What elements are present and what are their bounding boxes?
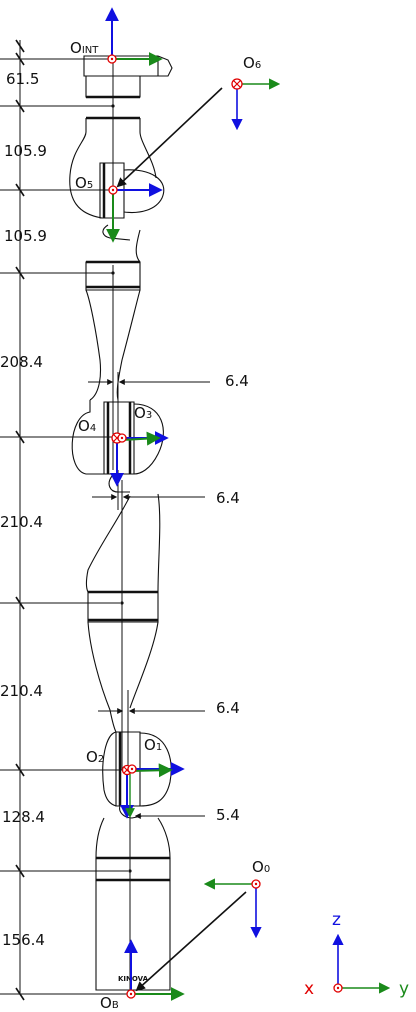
dim-105-9-b: 105.9 (4, 227, 47, 245)
robot-body (69, 55, 173, 991)
frame-2-label: O2 (86, 748, 104, 766)
dim-61-5: 61.5 (6, 70, 39, 88)
offset-6-4-a: 6.4 (225, 372, 249, 390)
actuator-5 (99, 162, 125, 219)
frame-1-label: O1 (144, 736, 162, 754)
frame-6-axes (116, 78, 281, 188)
legend-axes (332, 933, 391, 994)
frame-3-label: O3 (134, 404, 152, 422)
kinova-logo: KINOVA (118, 975, 149, 983)
dim-210-4-b: 210.4 (0, 682, 43, 700)
frame-4-3-axes (110, 431, 169, 487)
frame-int-label: OINT (70, 39, 99, 57)
legend-y-label: y (399, 979, 409, 999)
frame-base-label: OB (100, 994, 119, 1012)
frame-6-label: O6 (243, 54, 261, 72)
frame-base-axes (124, 939, 185, 1001)
frame-0-axes (135, 878, 262, 992)
legend-z-label: z (332, 910, 341, 930)
dim-208-4: 208.4 (0, 353, 43, 371)
axis-center-lines (112, 60, 131, 990)
frame-4-label: O4 (78, 417, 96, 435)
offset-dimensions (88, 379, 210, 819)
frame-2-1-axes (120, 762, 185, 819)
dimension-lines (0, 40, 128, 995)
dim-156-4: 156.4 (2, 931, 45, 949)
dim-128-4: 128.4 (2, 808, 45, 826)
frame-5-label: O5 (75, 174, 93, 192)
legend-x-label: x (304, 979, 314, 999)
dim-105-9-a: 105.9 (4, 142, 47, 160)
offset-5-4: 5.4 (216, 806, 240, 824)
joint-center-dots (111, 104, 132, 873)
offset-6-4-b: 6.4 (216, 489, 240, 507)
offset-6-4-c: 6.4 (216, 699, 240, 717)
frame-0-label: O0 (252, 858, 270, 876)
dim-210-4-a: 210.4 (0, 513, 43, 531)
frame-int-axes (105, 7, 163, 66)
dimension-ticks (15, 39, 25, 1001)
frame-5-axes (106, 183, 163, 243)
